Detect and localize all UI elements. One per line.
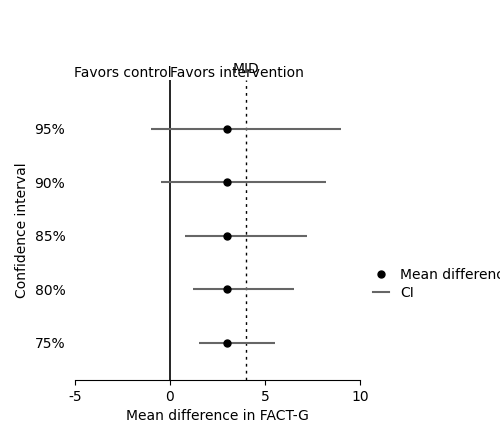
Legend: Mean difference, CI: Mean difference, CI <box>372 268 500 300</box>
Text: Favors control: Favors control <box>74 67 172 80</box>
Y-axis label: Confidence interval: Confidence interval <box>15 162 29 298</box>
X-axis label: Mean difference in FACT-G: Mean difference in FACT-G <box>126 409 309 423</box>
Text: MID: MID <box>232 62 260 76</box>
Text: Favors intervention: Favors intervention <box>170 67 304 80</box>
